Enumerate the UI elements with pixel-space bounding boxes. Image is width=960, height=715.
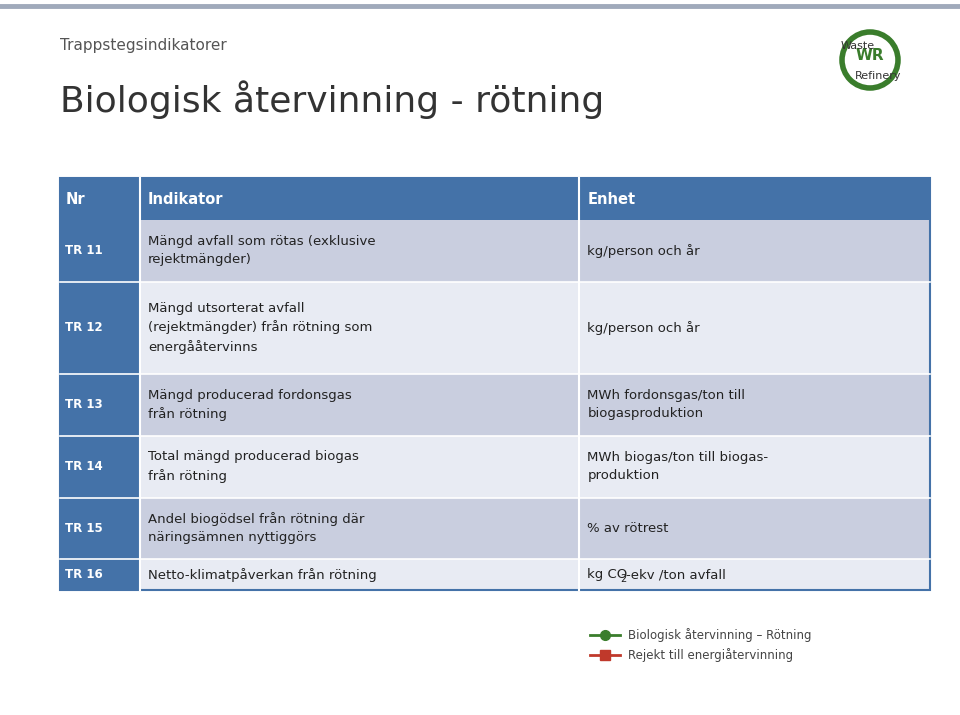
Text: TR 11: TR 11 [65, 245, 103, 257]
Text: Mängd producerad fordonsgas
från rötning: Mängd producerad fordonsgas från rötning [148, 389, 351, 421]
FancyBboxPatch shape [60, 436, 930, 498]
Text: Mängd avfall som rötas (exklusive
rejektmängder): Mängd avfall som rötas (exklusive rejekt… [148, 235, 375, 266]
FancyBboxPatch shape [60, 282, 930, 374]
Text: WR: WR [855, 49, 884, 64]
Text: Waste: Waste [841, 41, 876, 51]
Text: Enhet: Enhet [588, 192, 636, 207]
Text: Rejekt till energiåtervinning: Rejekt till energiåtervinning [628, 648, 793, 662]
Text: Trappstegsindikatorer: Trappstegsindikatorer [60, 38, 227, 53]
Text: TR 13: TR 13 [65, 398, 103, 412]
Text: TR 15: TR 15 [65, 522, 103, 535]
Text: TR 16: TR 16 [65, 568, 103, 581]
FancyBboxPatch shape [60, 220, 140, 282]
Text: kg/person och år: kg/person och år [588, 244, 700, 258]
Text: -ekv /ton avfall: -ekv /ton avfall [626, 568, 727, 581]
Text: Refinery: Refinery [854, 71, 901, 81]
Text: Andel biogödsel från rötning där
näringsämnen nyttiggörs: Andel biogödsel från rötning där närings… [148, 513, 365, 544]
FancyBboxPatch shape [60, 498, 140, 559]
Text: % av rötrest: % av rötrest [588, 522, 669, 535]
Text: Biologisk återvinning – Rötning: Biologisk återvinning – Rötning [628, 628, 811, 642]
Text: Netto-klimatpåverkan från rötning: Netto-klimatpåverkan från rötning [148, 568, 376, 581]
Text: MWh fordonsgas/ton till
biogasproduktion: MWh fordonsgas/ton till biogasproduktion [588, 390, 745, 420]
Text: kg/person och år: kg/person och år [588, 321, 700, 335]
Text: TR 12: TR 12 [65, 322, 103, 335]
FancyBboxPatch shape [60, 178, 930, 220]
Text: kg CO: kg CO [588, 568, 628, 581]
FancyBboxPatch shape [60, 559, 930, 590]
FancyBboxPatch shape [60, 374, 930, 436]
FancyBboxPatch shape [60, 374, 140, 436]
Text: 2: 2 [620, 573, 627, 583]
Text: MWh biogas/ton till biogas-
produktion: MWh biogas/ton till biogas- produktion [588, 451, 769, 482]
Text: Biologisk återvinning - rötning: Biologisk återvinning - rötning [60, 80, 604, 119]
FancyBboxPatch shape [60, 436, 140, 498]
FancyBboxPatch shape [60, 559, 140, 590]
FancyBboxPatch shape [60, 498, 930, 559]
Text: Nr: Nr [66, 192, 85, 207]
FancyBboxPatch shape [60, 220, 930, 282]
FancyBboxPatch shape [60, 282, 140, 374]
Text: Mängd utsorterat avfall
(rejektmängder) från rötning som
energååtervinns: Mängd utsorterat avfall (rejektmängder) … [148, 302, 372, 354]
Text: Indikator: Indikator [148, 192, 224, 207]
Text: Total mängd producerad biogas
från rötning: Total mängd producerad biogas från rötni… [148, 450, 359, 483]
Text: TR 14: TR 14 [65, 460, 103, 473]
